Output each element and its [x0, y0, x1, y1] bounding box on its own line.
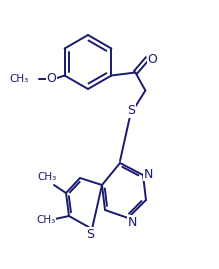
Text: CH₃: CH₃ — [9, 73, 29, 83]
Text: N: N — [143, 168, 153, 180]
Text: S: S — [86, 228, 94, 240]
Text: CH₃: CH₃ — [37, 172, 57, 182]
Text: S: S — [127, 104, 135, 117]
Text: CH₃: CH₃ — [36, 215, 56, 225]
Text: N: N — [127, 215, 137, 228]
Text: O: O — [47, 72, 57, 85]
Text: O: O — [147, 53, 157, 66]
